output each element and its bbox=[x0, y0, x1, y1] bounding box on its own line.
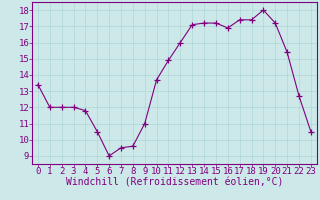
X-axis label: Windchill (Refroidissement éolien,°C): Windchill (Refroidissement éolien,°C) bbox=[66, 177, 283, 187]
